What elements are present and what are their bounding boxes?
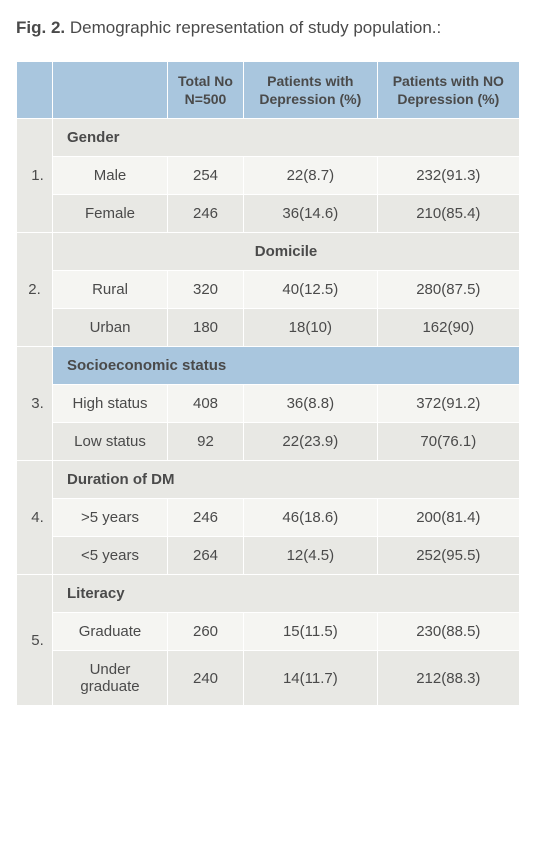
cell-cat: <5 years — [53, 537, 168, 575]
section-title: Domicile — [53, 233, 520, 271]
cell-dep: 36(14.6) — [244, 195, 378, 233]
section-header: 2.Domicile — [17, 233, 520, 271]
cell-nodep: 230(88.5) — [377, 613, 519, 651]
cell-cat: Under graduate — [53, 651, 168, 706]
table-row: Urban18018(10)162(90) — [17, 309, 520, 347]
cell-cat: Female — [53, 195, 168, 233]
section-index: 5. — [17, 575, 53, 706]
table-row: High status40836(8.8)372(91.2) — [17, 385, 520, 423]
cell-nodep: 162(90) — [377, 309, 519, 347]
section-title: Gender — [53, 119, 520, 157]
table-row: Low status9222(23.9)70(76.1) — [17, 423, 520, 461]
section-title: Socioeconomic status — [53, 347, 520, 385]
cell-total: 246 — [168, 499, 244, 537]
cell-cat: Male — [53, 157, 168, 195]
figure-title: Demographic representation of study popu… — [65, 18, 441, 37]
header-empty-1 — [17, 61, 53, 118]
table-row: Under graduate24014(11.7)212(88.3) — [17, 651, 520, 706]
cell-total: 92 — [168, 423, 244, 461]
section-index: 2. — [17, 233, 53, 347]
section-index: 4. — [17, 461, 53, 575]
cell-nodep: 280(87.5) — [377, 271, 519, 309]
cell-dep: 22(23.9) — [244, 423, 378, 461]
cell-cat: High status — [53, 385, 168, 423]
cell-dep: 46(18.6) — [244, 499, 378, 537]
cell-dep: 14(11.7) — [244, 651, 378, 706]
figure-label: Fig. 2. — [16, 18, 65, 37]
section-title: Literacy — [53, 575, 520, 613]
table-row: >5 years24646(18.6)200(81.4) — [17, 499, 520, 537]
demographics-table: Total No N=500 Patients with Depression … — [16, 61, 520, 706]
cell-total: 408 — [168, 385, 244, 423]
figure-caption: Fig. 2. Demographic representation of st… — [16, 16, 520, 41]
header-row: Total No N=500 Patients with Depression … — [17, 61, 520, 118]
cell-total: 240 — [168, 651, 244, 706]
section-index: 3. — [17, 347, 53, 461]
section-header: 5.Literacy — [17, 575, 520, 613]
cell-cat: >5 years — [53, 499, 168, 537]
cell-dep: 12(4.5) — [244, 537, 378, 575]
cell-cat: Graduate — [53, 613, 168, 651]
table-row: Female24636(14.6)210(85.4) — [17, 195, 520, 233]
table-row: Graduate26015(11.5)230(88.5) — [17, 613, 520, 651]
header-depression: Patients with Depression (%) — [244, 61, 378, 118]
cell-dep: 18(10) — [244, 309, 378, 347]
section-header: 3.Socioeconomic status — [17, 347, 520, 385]
cell-total: 180 — [168, 309, 244, 347]
table-row: <5 years26412(4.5)252(95.5) — [17, 537, 520, 575]
section-index: 1. — [17, 119, 53, 233]
cell-nodep: 210(85.4) — [377, 195, 519, 233]
section-header: 4.Duration of DM — [17, 461, 520, 499]
header-empty-2 — [53, 61, 168, 118]
cell-dep: 22(8.7) — [244, 157, 378, 195]
cell-total: 260 — [168, 613, 244, 651]
cell-cat: Low status — [53, 423, 168, 461]
cell-dep: 15(11.5) — [244, 613, 378, 651]
section-header: 1.Gender — [17, 119, 520, 157]
header-total: Total No N=500 — [168, 61, 244, 118]
table-row: Rural32040(12.5)280(87.5) — [17, 271, 520, 309]
cell-nodep: 232(91.3) — [377, 157, 519, 195]
cell-nodep: 212(88.3) — [377, 651, 519, 706]
cell-nodep: 252(95.5) — [377, 537, 519, 575]
cell-nodep: 200(81.4) — [377, 499, 519, 537]
cell-dep: 36(8.8) — [244, 385, 378, 423]
header-no-depression: Patients with NO Depression (%) — [377, 61, 519, 118]
table-row: Male25422(8.7)232(91.3) — [17, 157, 520, 195]
cell-total: 246 — [168, 195, 244, 233]
cell-total: 320 — [168, 271, 244, 309]
section-title: Duration of DM — [53, 461, 520, 499]
cell-total: 254 — [168, 157, 244, 195]
cell-total: 264 — [168, 537, 244, 575]
cell-nodep: 372(91.2) — [377, 385, 519, 423]
cell-dep: 40(12.5) — [244, 271, 378, 309]
cell-nodep: 70(76.1) — [377, 423, 519, 461]
cell-cat: Urban — [53, 309, 168, 347]
cell-cat: Rural — [53, 271, 168, 309]
